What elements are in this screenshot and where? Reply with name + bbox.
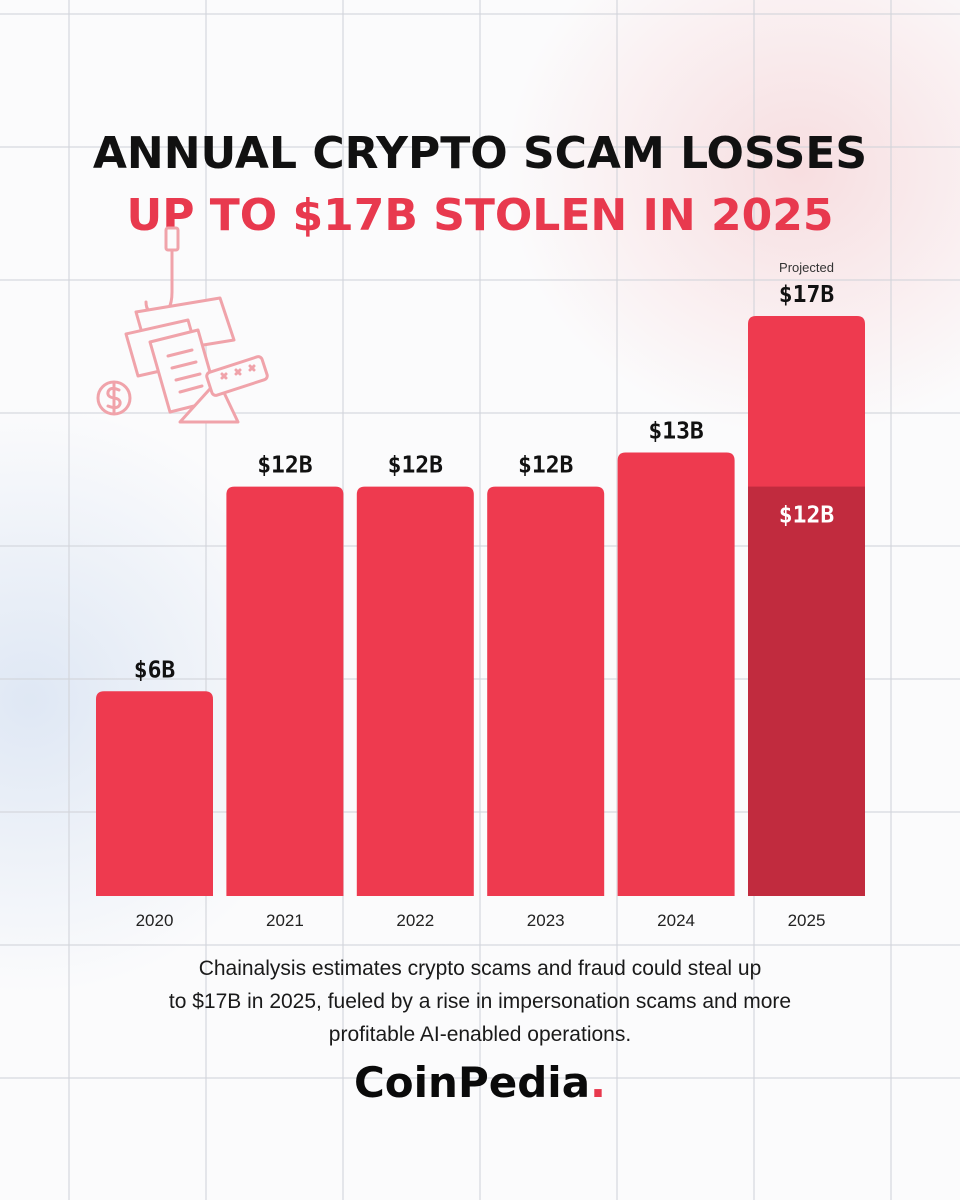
x-tick-label-2020: 2020 — [136, 911, 174, 930]
caption: Chainalysis estimates crypto scams and f… — [80, 952, 880, 1051]
x-tick-label-2022: 2022 — [396, 911, 434, 930]
x-tick-label-2025: 2025 — [788, 911, 826, 930]
logo-text: CoinPedia — [353, 1058, 591, 1107]
caption-line: Chainalysis estimates crypto scams and f… — [198, 957, 762, 980]
bar-base-2025 — [748, 486, 865, 896]
phishing-hook-envelope-icon — [96, 226, 269, 424]
chart-subtitle: UP TO $17B STOLEN IN 2025 — [126, 190, 834, 241]
bar-value-label-2025: $17B — [779, 282, 835, 308]
bar-value-label-2022: $12B — [388, 453, 444, 479]
bar-2020 — [96, 691, 213, 896]
bar-2021 — [226, 486, 344, 896]
bar-base-label-2025: $12B — [779, 503, 835, 529]
bar-value-label-2020: $6B — [134, 657, 176, 683]
bar-2024 — [617, 452, 735, 896]
bar-2023 — [487, 486, 605, 896]
chart-title: ANNUAL CRYPTO SCAM LOSSES — [92, 128, 868, 179]
x-tick-label-2023: 2023 — [527, 911, 565, 930]
bar-value-label-2023: $12B — [518, 453, 574, 479]
logo-dot: . — [590, 1058, 606, 1107]
x-tick-label-2024: 2024 — [657, 911, 695, 930]
x-tick-label-2021: 2021 — [266, 911, 304, 930]
coinpedia-logo: CoinPedia. — [0, 1058, 960, 1107]
projected-label: Projected — [779, 260, 834, 275]
caption-line: profitable AI-enabled operations. — [328, 1023, 632, 1046]
bar-value-label-2021: $12B — [257, 453, 313, 479]
bar-value-label-2024: $13B — [648, 418, 704, 444]
caption-line: to $17B in 2025, fueled by a rise in imp… — [168, 990, 792, 1013]
bar-2022 — [356, 486, 474, 896]
